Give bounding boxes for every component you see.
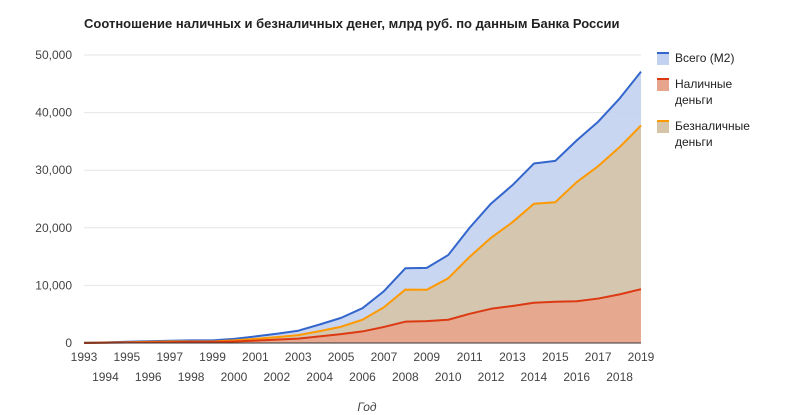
- x-tick-label: 2018: [606, 370, 633, 384]
- x-tick-label: 1996: [135, 370, 162, 384]
- x-axis-title: Год: [357, 400, 377, 414]
- x-tick-label: 2015: [542, 350, 569, 364]
- x-tick-label: 1999: [199, 350, 226, 364]
- series-area: [84, 289, 641, 343]
- x-tick-label: 2016: [563, 370, 590, 384]
- x-tick-label: 2010: [435, 370, 462, 384]
- y-tick-label: 10,000: [35, 278, 72, 292]
- x-axis-ticks: 1993 1995 1997 1999 2001 2003 2005 2007 2009 2011…: [71, 350, 655, 384]
- series-lines: [83, 71, 642, 344]
- y-axis-ticks: 0 10,000 20,000 30,000 40,000 50,000: [35, 48, 72, 350]
- x-tick-label: 2008: [392, 370, 419, 384]
- x-tick-label: 2000: [221, 370, 248, 384]
- y-tick-label: 40,000: [35, 106, 72, 120]
- x-tick-label: 2005: [328, 350, 355, 364]
- legend-swatch: [657, 53, 669, 65]
- x-tick-label: 1993: [71, 350, 98, 364]
- y-tick-label: 20,000: [35, 221, 72, 235]
- y-tick-label: 0: [65, 336, 72, 350]
- x-tick-label: 1994: [92, 370, 119, 384]
- y-tick-label: 50,000: [35, 48, 72, 62]
- series-area: [84, 125, 641, 343]
- x-tick-label: 2004: [306, 370, 333, 384]
- legend-swatch: [657, 79, 669, 91]
- x-tick-label: 2006: [349, 370, 376, 384]
- x-tick-label: 2009: [413, 350, 440, 364]
- y-tick-label: 30,000: [35, 163, 72, 177]
- legend: Всего (М2) Наличные деньги Безналичные деньг…: [657, 51, 750, 149]
- legend-label: Наличные деньги: [675, 77, 733, 107]
- x-tick-label: 2017: [585, 350, 612, 364]
- x-tick-label: 1995: [113, 350, 140, 364]
- x-tick-label: 2011: [457, 350, 483, 364]
- x-tick-label: 2012: [478, 370, 505, 384]
- x-tick-label: 2002: [263, 370, 290, 384]
- x-tick-label: 2019: [628, 350, 655, 364]
- legend-label: Всего (М2): [675, 51, 734, 65]
- x-tick-label: 1997: [156, 350, 183, 364]
- x-tick-label: 2003: [285, 350, 312, 364]
- area-layers: [84, 71, 641, 343]
- x-tick-label: 1998: [178, 370, 205, 384]
- chart-title: Соотношение наличных и безналичных денег…: [84, 16, 619, 31]
- x-tick-label: 2001: [242, 350, 269, 364]
- x-tick-label: 2007: [371, 350, 398, 364]
- legend-label: Безналичные деньги: [675, 119, 750, 149]
- legend-swatch: [657, 121, 669, 133]
- x-tick-label: 2013: [499, 350, 526, 364]
- x-tick-label: 2014: [521, 370, 548, 384]
- series-line: [83, 288, 642, 344]
